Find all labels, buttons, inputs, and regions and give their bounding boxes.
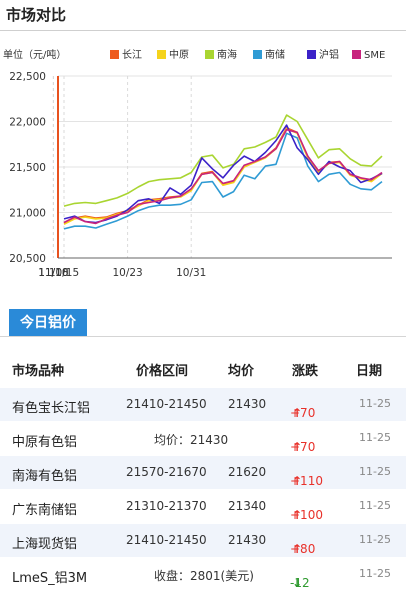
market-name[interactable]: 上海现货铝 — [12, 537, 78, 552]
arrow-up-icon: ↑ — [292, 542, 303, 556]
y-axis-label: 单位（元/吨） — [3, 48, 66, 61]
arrow-up-icon: ↑ — [292, 474, 303, 488]
change-value: +70 — [290, 440, 316, 454]
x-tick-label: 10/15 — [49, 267, 79, 279]
series-line — [63, 128, 383, 226]
series-line — [63, 127, 383, 225]
tab-today-aluminum-price[interactable]: 今日铝价 — [9, 309, 87, 337]
change-value: +100 — [290, 508, 323, 522]
table-row: 广东南储铝 21310-21370 21340 +100 ↑ 11-25 — [0, 490, 406, 523]
price-date: 11-25 — [359, 499, 391, 512]
arrow-up-icon: ↑ — [292, 406, 303, 420]
change-value: +80 — [290, 542, 316, 556]
avg-price: 21620 — [228, 465, 267, 479]
x-tick-label: 10/23 — [112, 267, 142, 279]
table-row: 上海现货铝 21410-21450 21430 +80 ↑ 11-25 — [0, 524, 406, 557]
arrow-up-icon: ↑ — [292, 440, 303, 454]
legend-label: 沪铝 — [319, 48, 339, 61]
x-tick-label: 10/31 — [176, 267, 206, 279]
y-tick-label: 20,500 — [9, 253, 46, 265]
price-date: 11-25 — [359, 465, 391, 478]
col-header-date: 日期 — [356, 364, 383, 379]
legend-label: SME — [364, 50, 385, 61]
legend-label: 南储 — [265, 48, 285, 61]
legend-label: 南海 — [217, 48, 237, 61]
market-name[interactable]: 有色宝长江铝 — [12, 401, 91, 416]
market-name[interactable]: 南海有色铝 — [12, 469, 78, 484]
price-date: 11-25 — [359, 567, 391, 580]
col-header-market: 市场品种 — [12, 364, 65, 379]
x-tick-label: 11/10 — [38, 267, 68, 279]
y-tick-label: 21,000 — [9, 208, 46, 220]
series-line — [63, 124, 383, 224]
series-line — [63, 132, 383, 230]
merged-price: 收盘：2801(美元) — [154, 569, 254, 583]
title-bar: 市场对比 — [0, 0, 406, 31]
price-range: 21570-21670 — [126, 465, 207, 479]
legend-swatch — [205, 50, 214, 59]
market-name[interactable]: 中原有色铝 — [12, 435, 78, 450]
price-range: 21310-21370 — [126, 499, 207, 513]
col-header-avg: 均价 — [228, 364, 255, 379]
arrow-down-icon: ↓ — [292, 576, 303, 590]
tab-divider — [0, 336, 406, 337]
legend-swatch — [307, 50, 316, 59]
col-header-range: 价格区间 — [136, 364, 189, 379]
price-range: 21410-21450 — [126, 533, 207, 547]
x-tick-label: 11/18 — [38, 267, 68, 279]
arrow-up-icon: ↑ — [292, 508, 303, 522]
price-date: 11-25 — [359, 533, 391, 546]
change-value: +70 — [290, 406, 316, 420]
price-date: 11-25 — [359, 397, 391, 410]
price-range: 21410-21450 — [126, 397, 207, 411]
market-name[interactable]: LmeS_铝3M — [12, 571, 88, 586]
y-tick-label: 22,000 — [9, 117, 46, 129]
col-header-change: 涨跌 — [292, 364, 319, 379]
series-line — [63, 114, 383, 207]
legend-label: 中原 — [169, 48, 189, 61]
avg-price: 21430 — [228, 533, 267, 547]
table-row: LmeS_铝3M 收盘：2801(美元) -12 ↓ 11-25 — [0, 558, 406, 591]
avg-price: 21340 — [228, 499, 267, 513]
change-value: +110 — [290, 474, 323, 488]
price-table-header: 市场品种 价格区间 均价 涨跌 日期 — [0, 350, 406, 384]
y-tick-label: 22,500 — [9, 71, 46, 83]
legend-label: 长江 — [122, 49, 142, 61]
merged-price: 均价：21430 — [154, 433, 229, 447]
change-value: -12 — [290, 576, 310, 590]
table-row: 中原有色铝 均价：21430 +70 ↑ 11-25 — [0, 422, 406, 455]
table-row: 有色宝长江铝 21410-21450 21430 +70 ↑ 11-25 — [0, 388, 406, 421]
avg-price: 21430 — [228, 397, 267, 411]
aluminum-price-chart: 单位（元/吨） 长江 中原 南海 南储 沪铝 SME 20,500 21,000 21,500 22… — [3, 48, 392, 279]
market-name[interactable]: 广东南储铝 — [12, 503, 78, 518]
legend-swatch — [157, 50, 166, 59]
series-line — [63, 128, 383, 225]
y-tick-label: 21,500 — [9, 162, 46, 174]
price-date: 11-25 — [359, 431, 391, 444]
legend-swatch — [253, 50, 262, 59]
table-row: 南海有色铝 21570-21670 21620 +110 ↑ 11-25 — [0, 456, 406, 489]
legend-swatch — [110, 50, 119, 59]
page-title: 市场对比 — [6, 6, 67, 24]
legend-swatch — [352, 50, 361, 59]
